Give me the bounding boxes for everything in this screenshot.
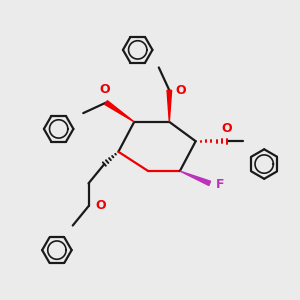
Text: O: O: [95, 199, 106, 212]
Polygon shape: [167, 90, 172, 122]
Polygon shape: [105, 101, 134, 122]
Text: O: O: [221, 122, 232, 135]
Polygon shape: [180, 171, 211, 185]
Text: O: O: [176, 84, 186, 97]
Text: O: O: [99, 83, 110, 96]
Text: F: F: [216, 178, 224, 190]
